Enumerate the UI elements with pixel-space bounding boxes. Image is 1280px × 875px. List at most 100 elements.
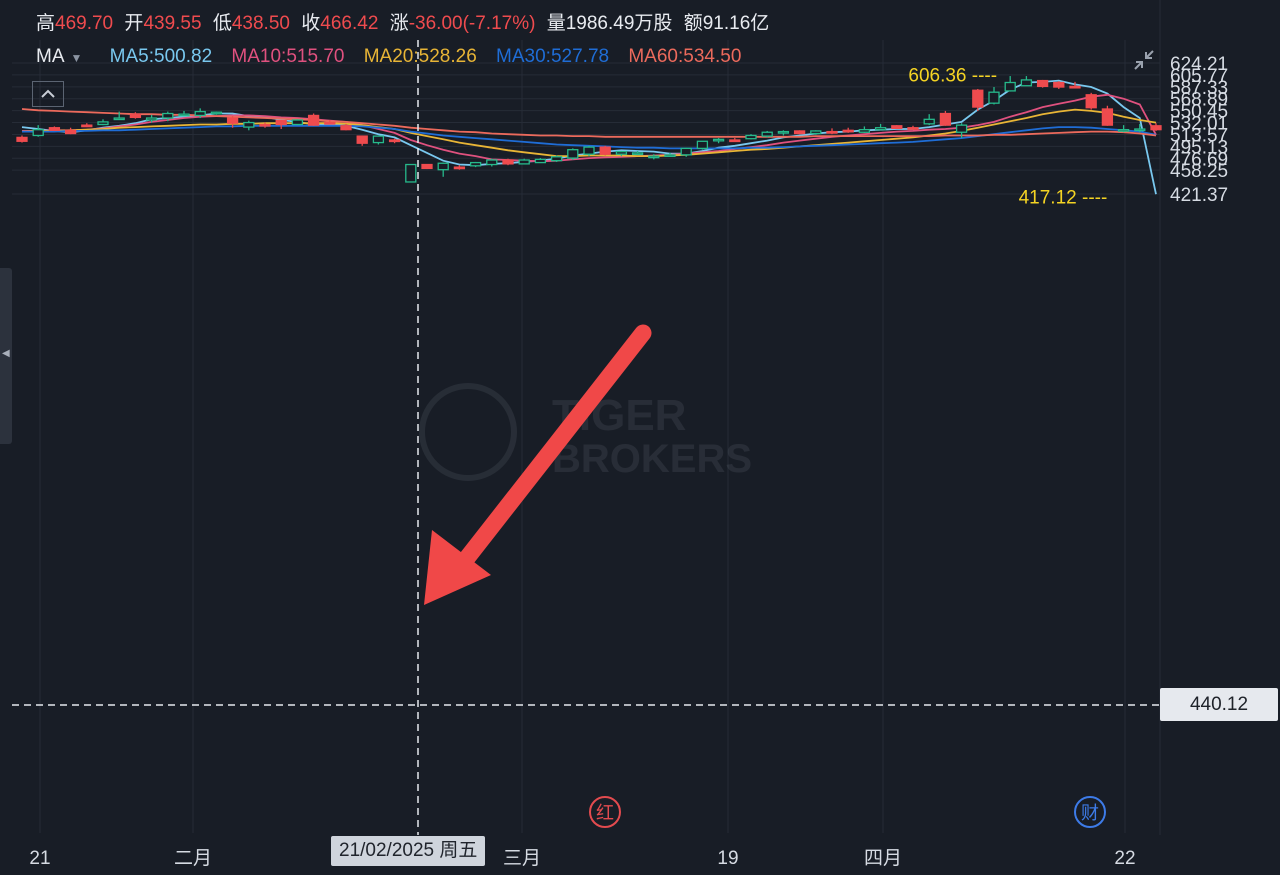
candle [129, 112, 142, 119]
quote-summary: 高469.70 开439.55 低438.50 收466.42 涨-36.00(… [36, 8, 775, 34]
candle [567, 148, 579, 161]
x-tick-label: 四月 [864, 848, 902, 869]
y-tick-label: 587.33 [1170, 78, 1228, 99]
candle [226, 116, 239, 128]
candle [810, 130, 822, 135]
close-value: 466.42 [320, 13, 379, 34]
event-markers: 红 财 [589, 796, 1106, 828]
candle [388, 138, 401, 144]
candle [1036, 79, 1049, 88]
low-label: 低 [212, 13, 232, 34]
candle [1004, 76, 1016, 92]
side-panel-handle[interactable]: ◀ [0, 268, 12, 444]
y-tick-label: 568.89 [1170, 90, 1228, 111]
candle [340, 123, 352, 131]
x-tick-label: 19 [717, 848, 738, 869]
candle [178, 110, 190, 117]
candle [923, 114, 935, 126]
candle [243, 120, 255, 131]
candle [324, 119, 336, 125]
x-tick-label: 三月 [503, 848, 541, 869]
volume-value: 1986.49万股 [565, 13, 673, 34]
candle [907, 125, 919, 130]
collapse-button[interactable] [32, 81, 64, 107]
candle [955, 123, 968, 139]
date-axis: 21 二月 三月 19 四月 22 [29, 848, 1135, 869]
candle [405, 163, 417, 183]
grid-lines [12, 0, 1161, 835]
ma-legend: MA ▼ MA5:500.82 MA10:515.70 MA20:528.26 M… [36, 46, 755, 68]
high-annotation: 606.36 ---- [908, 66, 997, 87]
candle [64, 127, 77, 135]
candle [32, 125, 44, 137]
candle [486, 158, 498, 167]
candle [16, 135, 28, 143]
annotations: 606.36 ---- 417.12 ---- [908, 66, 1107, 209]
ma30-legend: MA30:527.78 [496, 46, 610, 67]
candle [210, 111, 223, 115]
candle [194, 108, 206, 119]
y-tick-label: 476.69 [1170, 149, 1228, 170]
candle [1053, 81, 1065, 89]
amount-value: 91.16亿 [702, 13, 770, 34]
candle [891, 125, 903, 130]
y-tick-label: 605.77 [1170, 66, 1228, 87]
x-tick-label: 21 [29, 848, 50, 869]
candle [583, 145, 595, 157]
candle [777, 130, 790, 136]
candle [1150, 123, 1162, 131]
x-tick-label: 22 [1114, 848, 1135, 869]
candle [307, 113, 320, 126]
candle [874, 123, 887, 131]
candle [81, 123, 93, 128]
ma-dropdown-icon[interactable]: ▼ [70, 51, 83, 65]
high-value: 469.70 [55, 13, 114, 34]
candle [648, 154, 660, 160]
candle [615, 150, 628, 157]
candle [518, 158, 530, 165]
crosshair [12, 40, 1160, 835]
ma60-legend: MA60:534.50 [628, 46, 742, 67]
red-marker-label: 红 [596, 803, 614, 824]
crosshair-date-label: 21/02/2025 周五 [331, 836, 486, 866]
candle [729, 138, 741, 143]
candle [550, 155, 563, 162]
candle [145, 114, 158, 123]
candle [988, 87, 1000, 105]
candle [421, 163, 433, 170]
candle [793, 130, 806, 135]
candle [356, 135, 368, 146]
y-tick-label: 550.45 [1170, 102, 1228, 123]
moving-average-lines [21, 79, 1157, 195]
candle [291, 119, 304, 126]
candle [680, 147, 692, 157]
candle [1117, 125, 1130, 133]
red-arrow-icon [424, 324, 652, 605]
earnings-marker-label: 财 [1081, 803, 1099, 824]
candle [48, 126, 61, 131]
red-marker-icon[interactable] [589, 796, 621, 828]
candle [745, 134, 757, 140]
close-label: 收 [301, 13, 321, 34]
candle [842, 127, 854, 133]
candle [858, 126, 871, 133]
crosshair-price-label: 440.12 [1160, 688, 1278, 721]
earnings-marker-icon[interactable] [1074, 796, 1106, 828]
volume-label: 量 [546, 13, 566, 34]
ma10-legend: MA10:515.70 [231, 46, 345, 67]
candlesticks [16, 76, 1162, 183]
open-label: 开 [124, 13, 144, 34]
shrink-arrows-icon[interactable] [1130, 46, 1158, 74]
candle [712, 138, 725, 144]
series-line-ma60 [21, 108, 1157, 138]
ma20-legend: MA20:528.26 [363, 46, 477, 67]
y-tick-label: 458.25 [1170, 161, 1228, 182]
change-label: 涨 [389, 13, 409, 34]
candle [469, 161, 482, 168]
y-tick-label: 495.13 [1170, 137, 1228, 158]
y-tick-label: 513.57 [1170, 125, 1228, 146]
watermark-text-2: BROKERS [552, 437, 752, 481]
y-tick-label: 624.21 [1170, 54, 1228, 75]
ma-selector-label[interactable]: MA [36, 46, 65, 67]
